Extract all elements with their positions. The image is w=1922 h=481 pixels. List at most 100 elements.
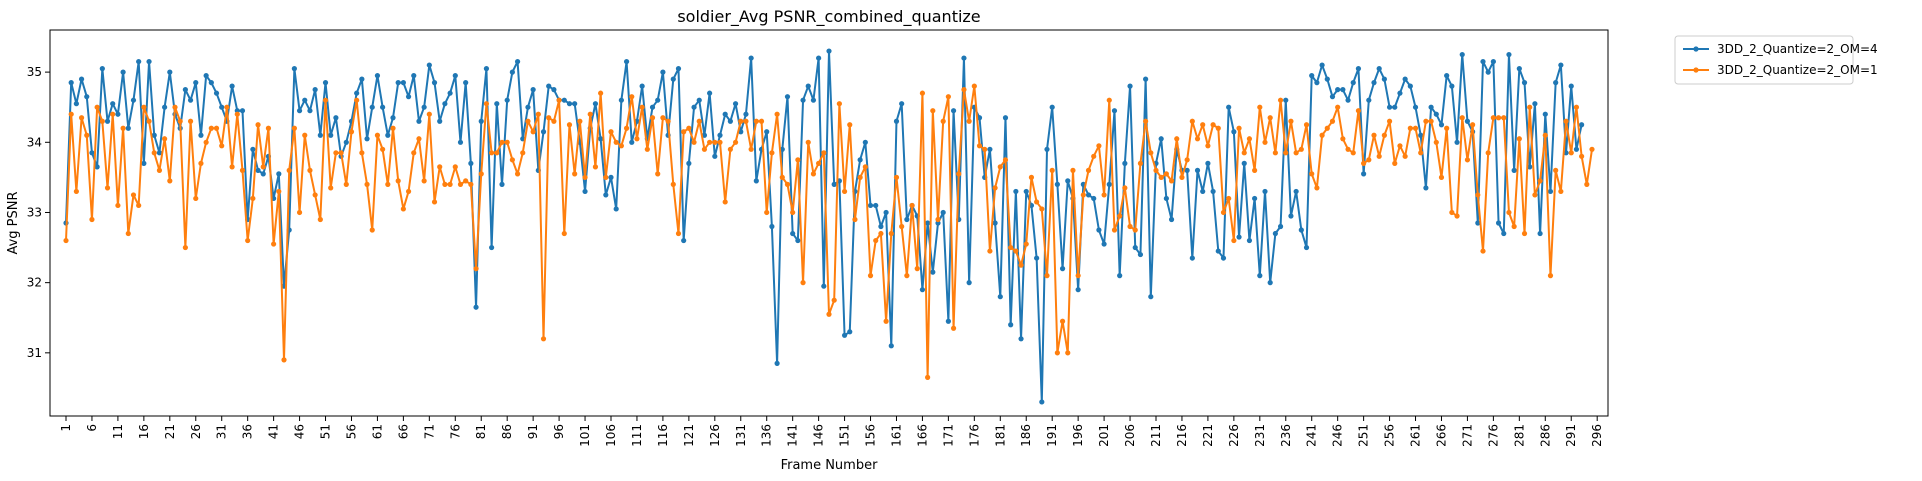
data-point [1013, 248, 1019, 254]
y-tick-label: 35 [27, 65, 42, 79]
data-point [572, 171, 578, 177]
data-point [364, 181, 370, 187]
x-tick-label: 76 [448, 424, 462, 439]
data-point [302, 132, 308, 138]
data-point [1366, 97, 1372, 103]
data-point [1080, 192, 1086, 198]
data-point [540, 129, 547, 135]
data-point [1174, 136, 1180, 142]
data-point [504, 97, 510, 103]
data-point [1241, 160, 1247, 166]
x-tick-label: 106 [604, 424, 618, 447]
data-point [343, 139, 349, 145]
data-point [1542, 132, 1548, 138]
data-point [649, 115, 656, 121]
data-point [1111, 227, 1118, 233]
data-point [1231, 237, 1237, 244]
data-point [546, 115, 552, 121]
data-point [997, 164, 1003, 170]
data-point [795, 237, 801, 244]
data-point [623, 58, 630, 65]
data-point [442, 101, 448, 107]
x-tick-label: 296 [1590, 424, 1604, 447]
data-point [857, 157, 863, 163]
data-point [328, 132, 334, 138]
data-point [1194, 167, 1201, 173]
data-point [1516, 136, 1522, 142]
data-point [1039, 399, 1045, 405]
data-point [245, 237, 251, 244]
data-point [499, 181, 505, 187]
data-point [1158, 136, 1164, 142]
data-point [1521, 80, 1528, 86]
data-point [229, 164, 235, 170]
data-point [296, 209, 303, 216]
data-point [686, 125, 692, 131]
data-point [489, 150, 495, 156]
data-point [976, 115, 983, 121]
data-point [925, 220, 931, 226]
data-point [1231, 129, 1237, 135]
chart-title: soldier_Avg PSNR_combined_quantize [677, 7, 980, 27]
data-point [374, 132, 381, 138]
data-point [219, 104, 225, 110]
data-point [1241, 150, 1247, 156]
data-point [271, 241, 277, 247]
data-point [971, 83, 977, 89]
data-point [997, 294, 1003, 300]
data-point [1511, 167, 1517, 173]
data-point [603, 174, 609, 180]
data-point [546, 83, 552, 89]
data-point [1018, 336, 1024, 342]
data-point [343, 181, 349, 187]
x-tick-label: 121 [682, 424, 696, 447]
data-point [1028, 174, 1035, 180]
data-point [696, 118, 702, 124]
data-point [1288, 213, 1294, 219]
data-point [250, 195, 256, 202]
data-point [276, 171, 282, 177]
data-point [561, 97, 567, 103]
x-tick-label: 291 [1564, 424, 1578, 447]
data-point [1309, 171, 1315, 177]
data-point [1511, 223, 1517, 230]
data-point [68, 111, 74, 117]
data-point [1506, 51, 1512, 58]
data-point [473, 266, 479, 272]
data-point [385, 181, 391, 187]
data-point [499, 139, 505, 145]
data-point [1257, 104, 1263, 110]
series-1 [63, 48, 1585, 405]
data-point [774, 111, 780, 117]
data-point [1277, 223, 1284, 230]
data-point [1558, 188, 1564, 195]
data-point [790, 230, 796, 237]
data-point [987, 146, 993, 152]
data-point [125, 230, 131, 237]
x-tick-label: 41 [267, 424, 281, 439]
data-point [1464, 157, 1471, 163]
x-tick-label: 101 [578, 424, 592, 447]
data-point [774, 360, 780, 366]
x-tick-label: 246 [1331, 424, 1345, 447]
data-point [847, 329, 853, 335]
data-point [883, 209, 889, 216]
data-point [821, 150, 827, 156]
data-point [1433, 139, 1439, 145]
data-point [1236, 125, 1242, 131]
data-point [1350, 150, 1356, 156]
data-point [359, 76, 365, 82]
data-point [847, 122, 853, 128]
data-point [208, 125, 214, 131]
data-point [1091, 153, 1097, 159]
data-point [1407, 83, 1413, 89]
data-point [551, 118, 557, 124]
x-tick-label: 156 [864, 424, 878, 447]
data-point [966, 118, 972, 124]
data-point [940, 209, 946, 216]
legend-item-1: 3DD_2_Quantize=2_OM=4 [1683, 42, 1878, 56]
data-point [478, 171, 484, 177]
data-point [1490, 58, 1496, 65]
data-point [613, 139, 619, 145]
data-point [530, 129, 536, 135]
